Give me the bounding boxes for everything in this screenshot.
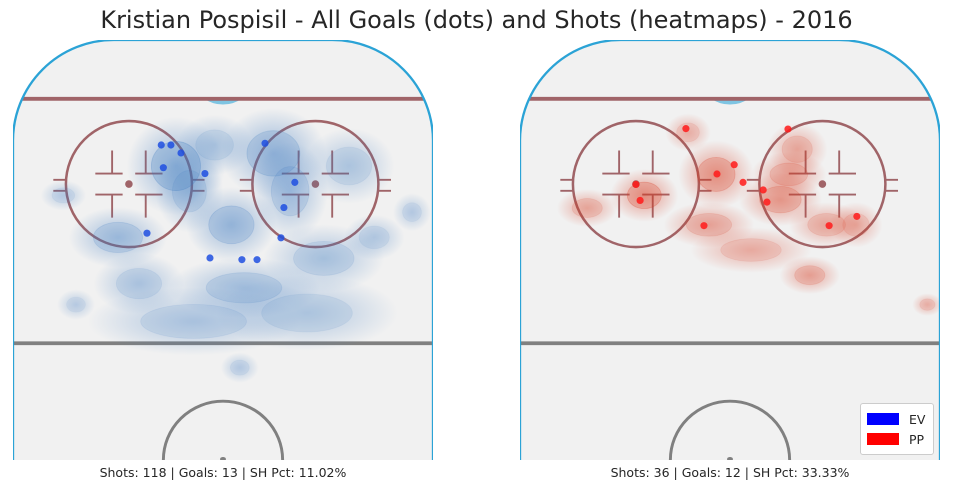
- heat-blob-pp-10: [829, 202, 883, 248]
- heat-blob-pp-4: [766, 122, 828, 176]
- heat-core-ev-12: [195, 129, 234, 161]
- goal-dot-ev-2: [177, 149, 185, 157]
- heat-core-ev-4: [270, 166, 310, 217]
- heat-core-ev-10: [261, 293, 353, 333]
- goal-dot-pp-6: [636, 196, 644, 205]
- heat-core-ev-6: [171, 169, 207, 213]
- legend-swatch-ev: [867, 413, 899, 425]
- center-dot-ev: [220, 457, 226, 460]
- heat-core-pp-8: [571, 198, 603, 218]
- goal-dot-ev-6: [291, 178, 299, 186]
- heat-blob-ev-10: [216, 275, 398, 351]
- goal-dot-ev-5: [261, 139, 269, 147]
- legend-item-pp: PP: [867, 429, 927, 449]
- heat-core-pp-12: [919, 298, 936, 311]
- goal-dot-ev-12: [253, 256, 261, 264]
- rink-pp-panel: [520, 40, 940, 460]
- heat-blob-pp-5: [779, 256, 841, 295]
- goal-dot-pp-2: [730, 161, 738, 169]
- legend: EV PP: [860, 403, 934, 455]
- rink-boards-pp: [520, 40, 940, 460]
- pp-stats-caption: Shots: 36 | Goals: 12 | SH Pct: 33.33%: [610, 465, 850, 480]
- heat-blob-pp-8: [556, 189, 618, 227]
- heat-blob-ev-16: [220, 352, 259, 383]
- heat-core-ev-13: [358, 225, 390, 250]
- goal-dot-ev-7: [280, 204, 288, 212]
- heat-core-pp-11: [676, 122, 700, 143]
- goal-dot-ev-0: [157, 141, 165, 149]
- heat-blob-ev-12: [176, 114, 253, 176]
- heat-blob-pp-11: [665, 113, 711, 152]
- legend-label-ev: EV: [909, 411, 926, 427]
- rink-boards-ev: [13, 40, 433, 460]
- heat-core-ev-15: [51, 187, 76, 204]
- goal-dot-pp-10: [700, 222, 708, 230]
- legend-item-ev: EV: [867, 409, 927, 429]
- goal-dot-pp-1: [784, 125, 792, 133]
- faceoff-hashes-pp-left: [618, 150, 654, 218]
- heat-core-pp-5: [794, 265, 826, 286]
- goal-dot-pp-5: [632, 180, 640, 189]
- goal-dot-ev-8: [143, 229, 151, 237]
- goal-dot-ev-9: [277, 234, 285, 242]
- center-dot-pp: [727, 457, 733, 460]
- heat-core-pp-4: [781, 135, 813, 163]
- goal-dot-pp-9: [853, 212, 861, 220]
- heat-blob-ev-15: [40, 180, 87, 211]
- goal-dot-ev-3: [159, 164, 167, 172]
- heat-core-pp-9: [720, 238, 782, 262]
- ev-stats-caption: Shots: 118 | Goals: 13 | SH Pct: 11.02%: [99, 465, 347, 480]
- legend-swatch-pp: [867, 433, 899, 445]
- goal-dot-ev-11: [238, 256, 246, 264]
- goal-dot-pp-0: [682, 125, 690, 133]
- heat-core-ev-11: [325, 146, 373, 186]
- goal-dot-ev-1: [167, 141, 175, 149]
- heat-blob-ev-14: [393, 193, 431, 232]
- heat-blob-ev-11: [303, 128, 395, 204]
- heat-blob-ev-13: [343, 214, 405, 261]
- center-circle-pp: [668, 399, 792, 460]
- goal-dot-ev-10: [206, 254, 214, 262]
- heat-blob-pp-0: [610, 168, 679, 222]
- heat-blob-pp-9: [690, 227, 812, 273]
- goal-dot-ev-4: [201, 169, 209, 178]
- heat-core-ev-14: [402, 202, 422, 223]
- heat-core-ev-3: [93, 221, 143, 253]
- center-circle-ev: [161, 399, 285, 460]
- goal-dot-pp-4: [739, 178, 747, 186]
- goal-dot-pp-11: [825, 222, 833, 230]
- chart-title: Kristian Pospisil - All Goals (dots) and…: [100, 6, 853, 34]
- goal-dot-pp-3: [713, 170, 721, 178]
- heat-blob-ev-3: [68, 207, 168, 268]
- heat-core-pp-0: [626, 181, 662, 210]
- legend-label-pp: PP: [909, 431, 925, 447]
- heat-core-ev-16: [229, 359, 250, 376]
- goal-dot-pp-8: [763, 198, 771, 206]
- heat-blob-pp-12: [912, 293, 940, 316]
- heat-core-ev-17: [66, 297, 86, 313]
- heatmap-ev: [40, 108, 431, 383]
- goal-dot-pp-7: [759, 186, 767, 194]
- heat-blob-ev-17: [57, 289, 95, 320]
- rink-ev-panel: [13, 40, 433, 460]
- heat-core-ev-7: [293, 240, 355, 276]
